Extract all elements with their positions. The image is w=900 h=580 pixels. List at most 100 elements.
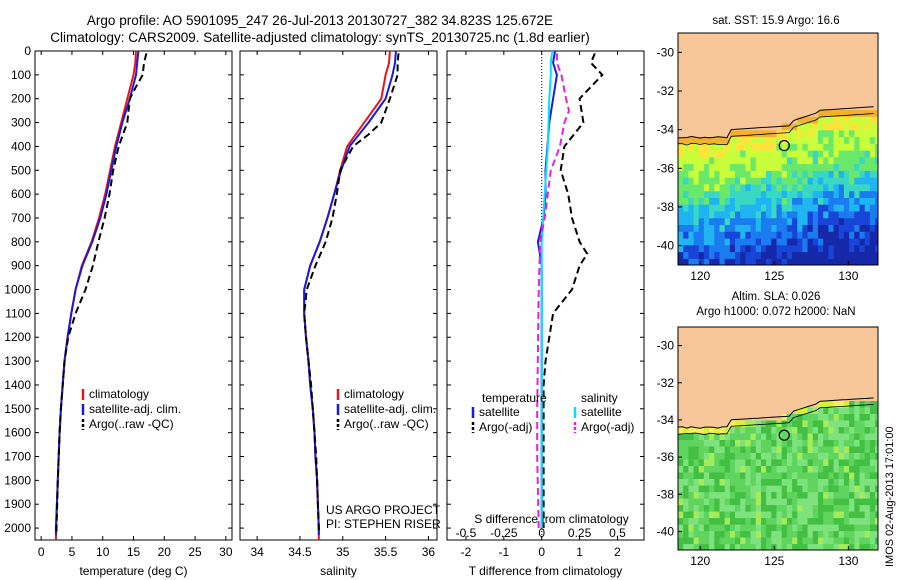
diff-legend-label: satellite [581, 405, 622, 419]
map-cell [678, 400, 684, 408]
map-cell [771, 210, 778, 219]
map-cell [797, 380, 804, 388]
map-cell [818, 102, 824, 110]
map-cell [729, 439, 736, 447]
map-cell [755, 177, 762, 185]
map-cell [761, 41, 767, 50]
map-cell [698, 116, 705, 124]
map-cell [761, 439, 767, 447]
map-cell [745, 33, 752, 36]
map-cell [729, 478, 736, 486]
map-cell [766, 485, 772, 493]
map-cell [771, 116, 778, 124]
map-cell [683, 95, 689, 104]
map-cell [875, 465, 878, 473]
map-cell [833, 367, 840, 375]
map-cell [755, 511, 762, 519]
map-cell [766, 511, 772, 519]
map-cell [745, 328, 752, 336]
map-cell [703, 89, 710, 97]
map-cell [838, 82, 845, 90]
map-cell [843, 41, 850, 50]
map-cell [724, 210, 731, 219]
map-cell [807, 231, 814, 239]
map-cell [828, 258, 835, 265]
map-cell [729, 163, 736, 171]
map-cell [854, 406, 861, 414]
map-cell [838, 41, 845, 50]
map-cell [849, 41, 855, 50]
project-annotation: US ARGO PROJECT [326, 503, 441, 517]
map-cell [683, 445, 689, 453]
map-cell [869, 129, 876, 138]
map-cell [869, 452, 876, 460]
map-cell [745, 217, 752, 225]
map-cell [786, 143, 793, 151]
map-cell [818, 82, 824, 90]
map-cell [714, 217, 721, 225]
map-cell [709, 380, 715, 388]
map-cell [714, 210, 721, 219]
map-cell [719, 485, 726, 493]
map-cell [802, 183, 809, 192]
map-cell [719, 498, 726, 506]
map-cell [792, 328, 798, 336]
map-cell [828, 231, 835, 239]
sal-series-line [303, 50, 397, 536]
map-cell [745, 419, 752, 427]
map-cell [781, 34, 788, 43]
map-cell [786, 190, 793, 198]
map-cell [859, 498, 866, 506]
map-cell [719, 224, 726, 232]
map-cell [818, 204, 824, 212]
map-cell [698, 511, 705, 519]
map-cell [849, 156, 855, 165]
map-cell [766, 89, 772, 97]
map-cell [714, 335, 721, 343]
map-cell [719, 116, 726, 124]
map-cell [828, 177, 835, 185]
map-cell [761, 204, 767, 212]
map-lat-tick-label: -38 [657, 487, 675, 501]
map-lat-tick-label: -40 [657, 239, 675, 253]
map-cell [750, 62, 757, 70]
map-cell [750, 498, 757, 506]
map-cell [864, 354, 871, 362]
map-cell [761, 82, 767, 90]
map-cell [859, 68, 866, 77]
map-cell [828, 517, 835, 525]
map-cell [761, 89, 767, 97]
map-cell [709, 426, 715, 434]
map-cell [864, 517, 871, 525]
map-cell [875, 210, 878, 219]
map-cell [693, 204, 700, 212]
map-cell [807, 524, 814, 532]
map-cell [735, 170, 741, 178]
map-cell [678, 335, 684, 343]
map-cell [833, 458, 840, 466]
map-cell [823, 341, 829, 349]
map-cell [703, 197, 710, 205]
map-cell [678, 498, 684, 506]
sal-legend-label: Argo(..raw -QC) [344, 417, 429, 431]
map-cell [740, 485, 746, 493]
map-cell [797, 439, 804, 447]
map-cell [818, 251, 824, 259]
map-cell [849, 406, 855, 414]
map-cell [698, 258, 705, 265]
map-cell [875, 517, 878, 525]
map-cell [688, 432, 695, 440]
map-cell [797, 432, 804, 440]
map-cell [683, 68, 689, 77]
map-cell [688, 419, 695, 427]
map-cell [719, 517, 726, 525]
map-cell [864, 432, 871, 440]
map-cell [745, 109, 752, 117]
map-cell [792, 524, 798, 532]
map-cell [698, 406, 705, 414]
map-cell [678, 204, 684, 212]
map-cell [807, 432, 814, 440]
map-cell [750, 224, 757, 232]
map-cell [724, 400, 731, 408]
map-cell [693, 517, 700, 525]
